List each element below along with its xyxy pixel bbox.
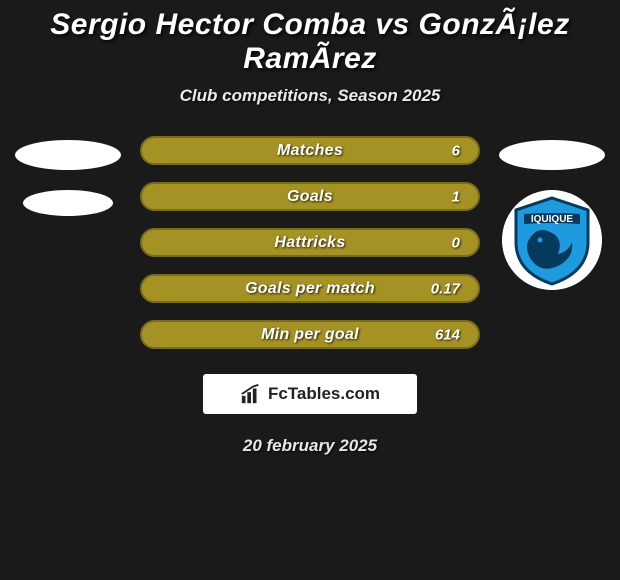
right-ellipse <box>499 140 605 170</box>
stat-bars: Matches 6 Goals 1 Hattricks 0 Goals per … <box>140 136 480 349</box>
stat-label: Goals <box>287 188 333 206</box>
stat-bar-matches: Matches 6 <box>140 136 480 165</box>
stat-bar-gpm: Goals per match 0.17 <box>140 274 480 303</box>
stat-value: 0.17 <box>431 280 460 297</box>
stat-label: Matches <box>277 142 343 160</box>
stat-value: 0 <box>452 234 460 251</box>
stat-value: 1 <box>452 188 460 205</box>
stat-value: 614 <box>435 326 460 343</box>
main-layout: Matches 6 Goals 1 Hattricks 0 Goals per … <box>0 136 620 349</box>
stat-label: Hattricks <box>274 234 345 252</box>
logo-text: IQUIQUE <box>531 214 574 225</box>
club-logo-iquique: IQUIQUE <box>502 190 602 290</box>
bar-chart-icon <box>240 383 262 405</box>
stat-bar-hattricks: Hattricks 0 <box>140 228 480 257</box>
stat-value: 6 <box>452 142 460 159</box>
subtitle: Club competitions, Season 2025 <box>0 86 620 136</box>
left-badge-column <box>14 136 122 216</box>
stat-bar-goals: Goals 1 <box>140 182 480 211</box>
stat-label: Min per goal <box>261 326 359 344</box>
brand-text: FcTables.com <box>268 384 380 404</box>
comparison-infographic: Sergio Hector Comba vs GonzÃ¡lez RamÃ­re… <box>0 0 620 456</box>
page-title: Sergio Hector Comba vs GonzÃ¡lez RamÃ­re… <box>0 4 620 86</box>
brand-badge: FcTables.com <box>203 374 417 414</box>
stat-label: Goals per match <box>245 280 375 298</box>
stat-bar-mpg: Min per goal 614 <box>140 320 480 349</box>
date-text: 20 february 2025 <box>0 436 620 456</box>
left-ellipse-2 <box>23 190 113 216</box>
left-ellipse-1 <box>15 140 121 170</box>
right-badge-column: IQUIQUE <box>498 136 606 290</box>
shield-icon: IQUIQUE <box>502 190 602 290</box>
